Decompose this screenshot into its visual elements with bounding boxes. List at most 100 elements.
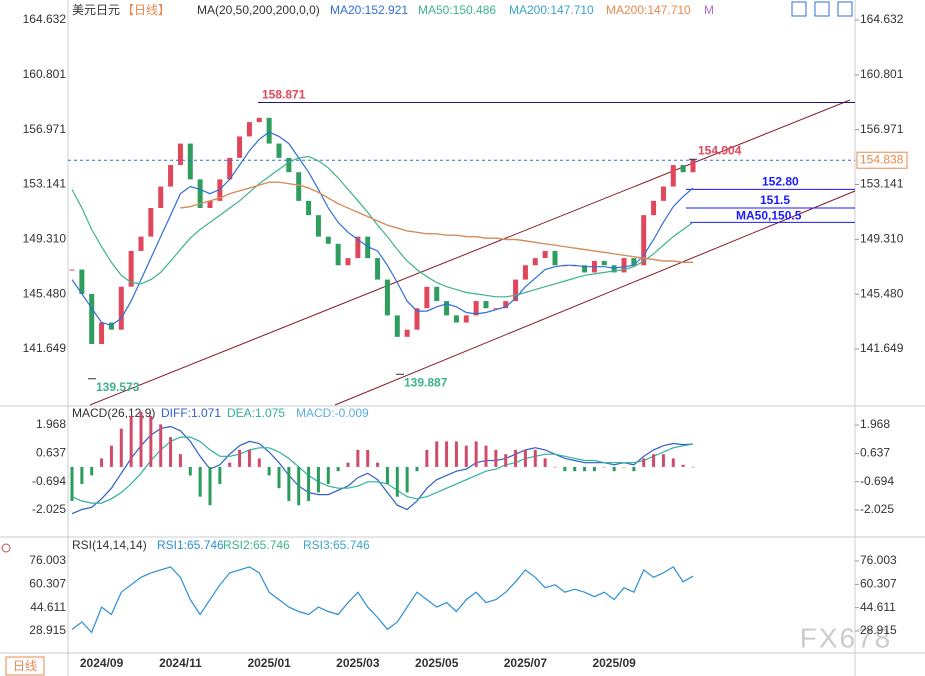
legend-entry: RSI3:65.746 [303,538,370,552]
series-line [180,181,693,263]
y-tick-label: 76.003 [29,553,66,567]
legend-more: M [704,3,714,17]
macd-bar [563,466,567,472]
macd-bar [671,458,675,467]
y-tick-label: 149.310 [860,232,904,246]
macd-bar [484,445,488,467]
y-tick-label: 141.649 [23,341,67,355]
macd-bar [70,466,74,501]
level-label: MA50,150.5 [736,208,802,222]
candle [256,117,262,123]
macd-bar [119,428,123,467]
macd-bar [267,466,271,476]
macd-bar [287,466,291,501]
macd-bar [90,466,94,476]
candle [651,200,657,216]
watermark: FX678 [800,622,893,653]
candle [582,265,588,273]
chart-subtitle: 【日线】 [122,3,170,17]
candle [187,143,193,180]
macd-bar [415,466,419,472]
macd-bar [247,449,251,467]
candle [621,258,627,273]
macd-bar [553,466,557,468]
legend-entry: MACD:-0.009 [296,406,369,420]
macd-bar [464,445,468,467]
macd-bar [632,466,636,472]
x-tick-label: 2025/05 [415,656,459,670]
legend-entry: MA20:152.921 [330,3,408,17]
candle [483,301,489,309]
macd-bar [435,441,439,467]
macd-bar [277,466,281,489]
panel-title: RSI(14,14,14) [72,538,147,552]
macd-bar [238,449,242,467]
toolbar-icon[interactable] [837,1,853,17]
macd-bar [297,466,301,506]
macd-bar [474,441,478,467]
y-tick-label: 141.649 [860,341,904,355]
candle [286,157,292,173]
macd-bar [652,454,656,467]
candle [463,315,469,323]
candle [552,250,558,266]
toolbar-icon[interactable] [791,1,807,17]
macd-bar [504,454,508,467]
period-box[interactable] [5,656,45,676]
x-tick-label: 2024/11 [159,656,202,670]
legend-entry: MA50:150.486 [418,3,496,17]
candle [118,286,124,330]
y-tick-label: 28.915 [29,623,66,637]
toolbar-icon[interactable] [814,1,830,17]
settings-icon[interactable] [1,543,11,553]
macd-bar [691,466,695,468]
macd-bar [583,466,587,472]
series-line [71,425,694,515]
candle [227,157,233,180]
candle [522,265,528,280]
level-label: 154.904 [698,143,742,157]
macd-bar [612,466,616,472]
macd-bar [642,458,646,467]
macd-bar [395,466,399,497]
y-tick-label: 145.480 [23,286,67,300]
macd-bar [178,454,182,467]
candle [217,179,223,201]
macd-bar [681,464,685,467]
candle [365,236,371,259]
y-tick-label: 153.141 [23,177,67,191]
macd-bar [100,458,104,467]
candle [197,179,203,209]
macd-bar [228,462,232,467]
candle [375,258,381,280]
candle [453,315,459,323]
candle [690,159,696,173]
y-tick-label: 0.637 [860,446,890,460]
candle [384,279,390,316]
period-label[interactable]: 日线 [13,659,37,673]
candle [79,269,85,294]
indicator-label: MA(20,50,200,200,0,0) [197,3,320,17]
candle [424,286,430,309]
candle [601,260,607,266]
y-tick-label: 145.480 [860,286,904,300]
macd-bar [385,466,389,484]
candle [237,136,243,158]
candle [158,186,164,209]
level-label: 151.5 [760,193,790,207]
macd-bar [159,424,163,467]
y-tick-label: 44.611 [30,600,66,614]
y-tick-label: 1.968 [860,417,890,431]
candle [89,293,95,345]
macd-bar [454,441,458,467]
macd-bar [592,466,596,472]
legend-entry: DIFF:1.071 [161,406,221,420]
low-label: 139.887 [404,375,448,389]
candle [542,250,548,259]
macd-bar [80,466,84,484]
macd-bar [336,466,340,472]
channel-lower [334,190,856,406]
candle [660,186,666,201]
